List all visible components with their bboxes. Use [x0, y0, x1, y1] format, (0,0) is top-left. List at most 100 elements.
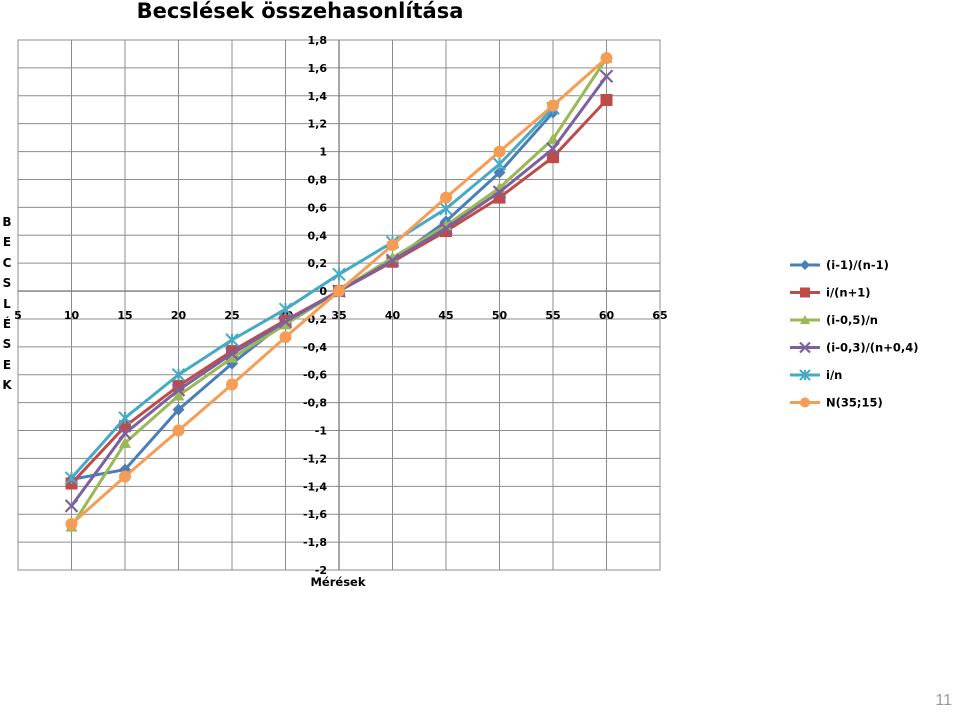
legend-label: (i-0,3)/(n+0,4): [826, 341, 919, 355]
data-point: [385, 253, 400, 268]
data-point: [439, 202, 453, 216]
data-point: [332, 267, 346, 282]
legend-item: i/n: [790, 368, 842, 382]
y-tick-label: 1,6: [308, 62, 328, 75]
y-tick-label: 0,2: [308, 257, 328, 270]
x-tick-label: 35: [331, 309, 346, 322]
legend-item: (i-0,3)/(n+0,4): [790, 341, 919, 355]
data-point: [600, 93, 613, 106]
data-point: [118, 411, 132, 425]
y-tick-label: 0,4: [308, 229, 328, 242]
data-point: [278, 302, 293, 316]
x-tick-label: 40: [385, 309, 401, 322]
y-tick-label: -2: [315, 564, 327, 577]
data-point: [226, 378, 238, 391]
data-point: [547, 133, 559, 144]
x-tick-label: 25: [224, 309, 239, 322]
x-tick-label: 10: [64, 309, 80, 322]
legend-label: (i-1)/(n-1): [826, 258, 889, 272]
data-point: [225, 333, 239, 347]
y-axis-title-letter: K: [2, 378, 12, 393]
data-point: [492, 157, 507, 171]
data-point: [333, 285, 345, 298]
data-point: [226, 352, 238, 363]
data-point: [546, 142, 560, 156]
data-point: [439, 221, 453, 236]
legend-item: i/(n+1): [790, 286, 870, 300]
legend-item: N(35;15): [790, 396, 883, 410]
y-tick-label: 0,8: [308, 173, 328, 186]
data-point: [225, 347, 239, 361]
legend: (i-1)/(n-1) i/(n+1) (i-0,5)/n (i-0,3)/(n+0,…: [790, 258, 919, 410]
legend-marker: [799, 369, 811, 381]
y-tick-label: 1,8: [308, 34, 328, 47]
data-point: [118, 426, 132, 441]
y-tick-label: -1,8: [303, 536, 327, 549]
data-point: [279, 318, 292, 330]
x-tick-label: 20: [171, 309, 187, 322]
legend-marker: [800, 260, 810, 270]
y-axis-title-letter: E: [2, 357, 12, 372]
y-tick-label: 1,4: [308, 90, 328, 103]
y-axis-title-letter: L: [3, 296, 11, 311]
data-point: [278, 314, 293, 329]
data-point: [64, 471, 79, 485]
legend-label: i/(n+1): [826, 286, 870, 300]
data-point: [386, 239, 399, 252]
y-tick-label: -1,4: [303, 480, 327, 493]
x-tick-label: 55: [545, 309, 560, 322]
page-number: 11: [935, 692, 952, 709]
data-point: [493, 145, 506, 158]
y-tick-label: -1,2: [303, 452, 327, 465]
x-tick-label: 65: [652, 309, 667, 322]
data-point: [171, 368, 186, 382]
data-point: [172, 389, 185, 401]
chart-title: Becslések összehasonlítása: [137, 0, 464, 23]
data-point: [440, 191, 452, 204]
series-5: [64, 101, 560, 485]
x-axis-title: Mérések: [310, 575, 365, 589]
x-tick-label: 45: [438, 309, 453, 322]
data-point: [119, 470, 131, 483]
y-tick-label: 0,6: [308, 201, 328, 214]
y-tick-label: -1: [315, 425, 327, 438]
y-axis-title-letter: C: [2, 255, 12, 270]
legend-marker: [800, 315, 810, 324]
legend-marker: [800, 397, 810, 408]
data-point: [172, 424, 185, 437]
data-point: [172, 403, 185, 416]
legend-item: (i-0,5)/n: [790, 313, 878, 327]
y-tick-label: 1: [319, 146, 327, 159]
series-line: [70, 107, 555, 479]
data-point: [493, 166, 506, 179]
legend-label: i/n: [826, 368, 842, 382]
y-axis-title-letter: S: [2, 337, 12, 352]
y-tick-label: 0: [319, 285, 327, 298]
y-axis-title-letter: É: [2, 317, 12, 332]
data-point: [226, 345, 238, 358]
y-tick-label: 1,2: [308, 118, 328, 131]
data-point: [600, 52, 613, 65]
data-point: [65, 517, 78, 530]
x-tick-label: 50: [492, 309, 508, 322]
legend-item: (i-1)/(n-1): [790, 258, 889, 272]
data-point: [119, 437, 131, 448]
x-tick-label: 5: [14, 309, 22, 322]
legend-marker: [800, 287, 810, 298]
y-axis-title-letter: S: [2, 276, 12, 291]
data-point: [492, 185, 507, 199]
legend-marker: [799, 341, 811, 354]
data-point: [279, 331, 292, 344]
series-6: [65, 52, 613, 530]
data-point: [171, 383, 186, 397]
data-point: [599, 69, 614, 84]
legend-label: (i-0,5)/n: [826, 313, 878, 327]
y-tick-label: -1,6: [303, 508, 327, 521]
legend-label: N(35;15): [826, 396, 883, 410]
data-point: [547, 151, 559, 164]
data-point: [64, 499, 79, 513]
y-axis-title-letter: B: [2, 215, 12, 229]
x-tick-label: 15: [117, 309, 132, 322]
